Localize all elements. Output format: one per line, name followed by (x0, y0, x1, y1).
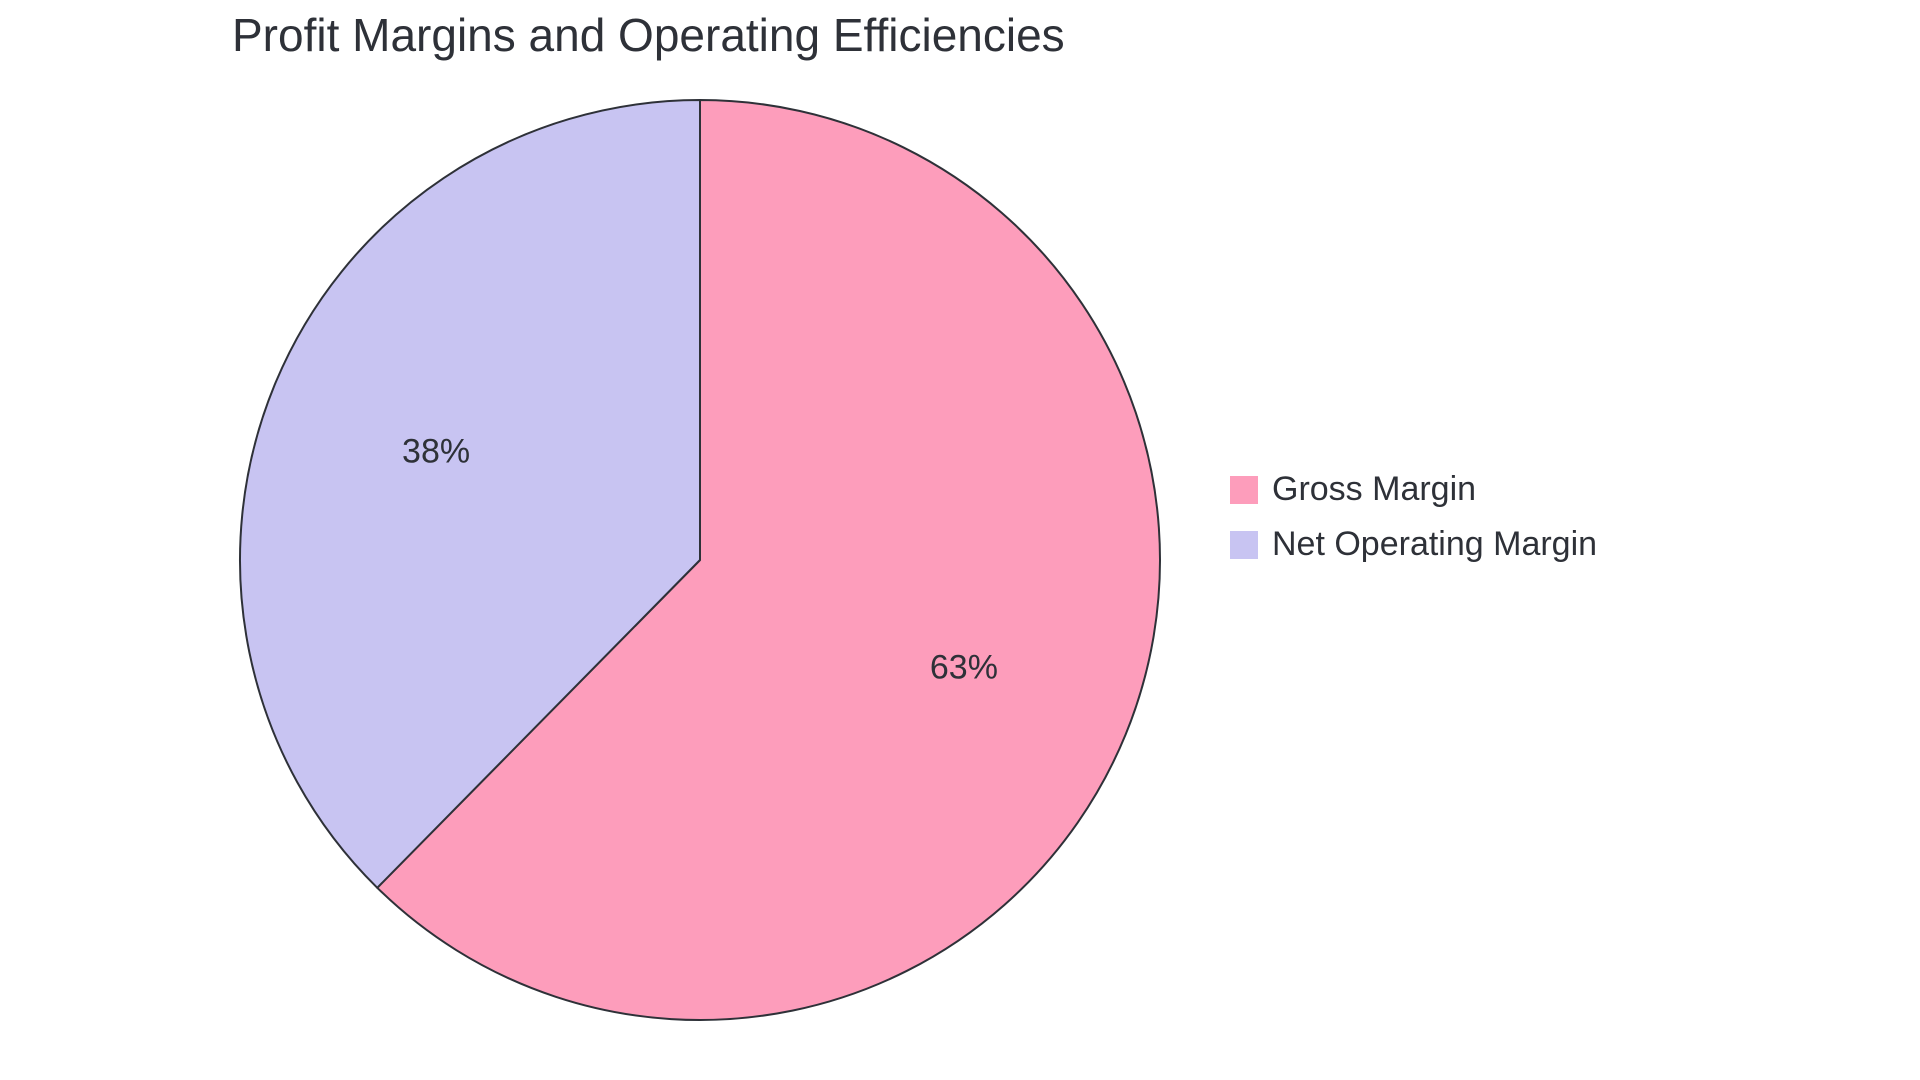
legend-item-1: Net Operating Margin (1230, 525, 1597, 564)
pie-svg (236, 96, 1164, 1024)
slice-label-1: 38% (402, 432, 470, 471)
legend-swatch-0 (1230, 476, 1258, 504)
legend: Gross Margin Net Operating Margin (1230, 470, 1597, 564)
chart-container: Profit Margins and Operating Efficiencie… (0, 0, 1920, 1080)
legend-item-0: Gross Margin (1230, 470, 1597, 509)
slice-label-0: 63% (930, 649, 998, 688)
chart-title: Profit Margins and Operating Efficiencie… (232, 8, 1065, 62)
legend-label-0: Gross Margin (1272, 470, 1476, 509)
legend-swatch-1 (1230, 531, 1258, 559)
pie-chart (236, 96, 1164, 1029)
legend-label-1: Net Operating Margin (1272, 525, 1597, 564)
